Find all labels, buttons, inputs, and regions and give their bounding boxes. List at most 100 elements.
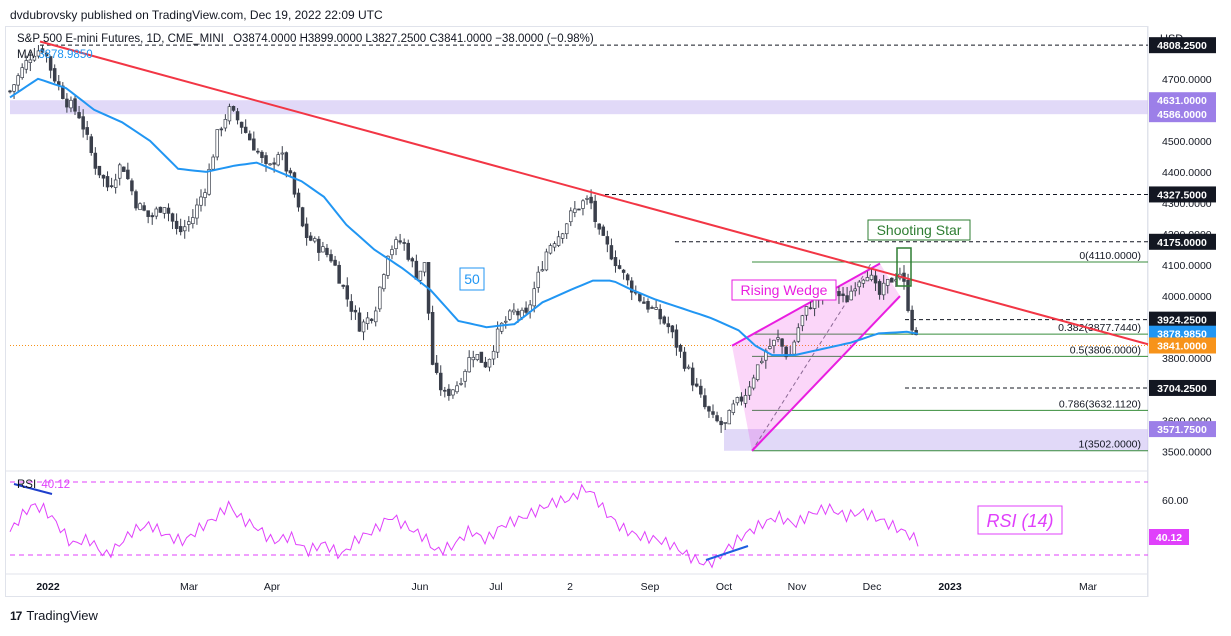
candle-body: [625, 274, 630, 281]
candle-body: [252, 138, 256, 151]
candle-body: [605, 236, 610, 245]
candle-body: [174, 220, 179, 229]
candle-body: [552, 243, 557, 248]
chart-annotations: Shooting Star Rising Wedge 50: [459, 219, 971, 301]
candle-body: [508, 310, 512, 320]
candle-body: [369, 318, 374, 321]
price-label-badge: [1149, 92, 1216, 109]
candle-body: [593, 200, 597, 223]
candle-body: [853, 288, 857, 292]
price-tick-label: 3500.0000: [1162, 446, 1212, 458]
candle-body: [471, 356, 475, 361]
candle-body: [69, 99, 73, 109]
candle-body: [93, 152, 98, 169]
price-label-text: 4175.0000: [1157, 237, 1207, 249]
candle-body: [487, 358, 492, 368]
time-tick-label: 2022: [36, 581, 60, 593]
candle-body: [162, 207, 167, 214]
candle-body: [353, 309, 358, 313]
candle-body: [735, 397, 740, 404]
rsi-divergence-bottom: [705, 545, 749, 561]
candle-body: [8, 90, 12, 93]
candle-body: [272, 162, 276, 165]
candle-body: [670, 325, 675, 333]
candle-body: [845, 295, 849, 303]
price-label-badge: [1149, 37, 1216, 54]
candle-body: [910, 309, 914, 331]
price-label-badge: [1149, 106, 1216, 123]
candle-body: [861, 279, 866, 284]
ma-period-box: [459, 267, 485, 291]
candle-body: [313, 238, 317, 242]
candle-body: [642, 301, 646, 304]
rsi-label: RSI: [17, 479, 37, 491]
candle-body: [532, 288, 536, 307]
candle-body: [906, 279, 910, 311]
candle-body: [211, 156, 215, 170]
candle-body: [105, 176, 110, 188]
candle-body: [430, 312, 435, 365]
candle-body: [264, 155, 268, 164]
footer-brand[interactable]: 17 TradingView: [10, 608, 98, 623]
candle-body: [12, 84, 16, 92]
candle-body: [239, 121, 244, 128]
candle-body: [792, 341, 797, 355]
candle-body: [203, 192, 207, 198]
time-tick-label: Apr: [264, 581, 281, 593]
support-zone: [10, 100, 1148, 115]
candle-body: [585, 198, 589, 200]
fib-level-label: 0.786(3632.1120): [1059, 398, 1141, 410]
time-axis[interactable]: 2022 Mar Apr Jun Jul 2 Sep Oct Nov Dec 2023 Mar: [36, 581, 1097, 593]
price-axis[interactable]: 3500.00003600.00003700.00003800.00003900…: [1149, 37, 1216, 458]
price-label-text: 4586.0000: [1157, 109, 1207, 121]
candle-body: [130, 180, 134, 192]
time-tick-label: Oct: [716, 581, 732, 593]
candle-body: [378, 286, 382, 310]
price-tick-label: 4000.0000: [1162, 291, 1212, 303]
candle-body: [122, 166, 126, 172]
candle-body: [292, 172, 297, 195]
candle-body: [386, 255, 390, 276]
tradingview-logo-icon: 17: [10, 608, 22, 623]
candle-body: [581, 200, 585, 209]
rsi-pane: 60.00 40.12 RSI (14): [9, 481, 1189, 569]
candle-body: [569, 210, 573, 223]
support-zones: [10, 100, 1148, 451]
price-tick-label: 4500.0000: [1162, 136, 1212, 148]
candle-body: [459, 382, 463, 385]
price-label-badge: [1149, 337, 1216, 354]
ma-legend[interactable]: MA 3878.9850: [17, 49, 93, 61]
candle-body: [873, 275, 878, 284]
candle-body: [402, 242, 406, 244]
candle-body: [751, 377, 756, 389]
candle-body: [195, 204, 199, 219]
rsi-legend[interactable]: RSI 40.12: [17, 479, 70, 491]
candle-body: [20, 67, 24, 79]
candle-body: [682, 351, 687, 369]
time-tick-label: Mar: [180, 581, 199, 593]
candle-body: [877, 281, 882, 295]
candle-body: [256, 150, 260, 153]
candle-body: [556, 236, 561, 246]
candle-body: [134, 191, 138, 209]
candle-body: [865, 277, 870, 282]
fib-level-label: 0(4110.0000): [1079, 250, 1141, 262]
candle-body: [560, 233, 565, 239]
candle-body: [329, 254, 333, 262]
candle-body: [837, 291, 841, 297]
rising-wedge-box: [731, 279, 837, 301]
candle-body: [731, 403, 736, 413]
wedge-upper-line: [731, 262, 881, 347]
descending-trendline: [39, 40, 1149, 346]
price-label-badge: [1149, 186, 1216, 203]
candle-body: [727, 410, 732, 425]
fib-level-label: 0.5(3806.0000): [1070, 344, 1141, 356]
candle-body: [703, 395, 707, 408]
candle-body: [564, 223, 569, 235]
candle-body: [601, 226, 606, 236]
candle-body: [573, 208, 577, 213]
candle-body: [390, 249, 394, 256]
candle-body: [117, 164, 122, 179]
